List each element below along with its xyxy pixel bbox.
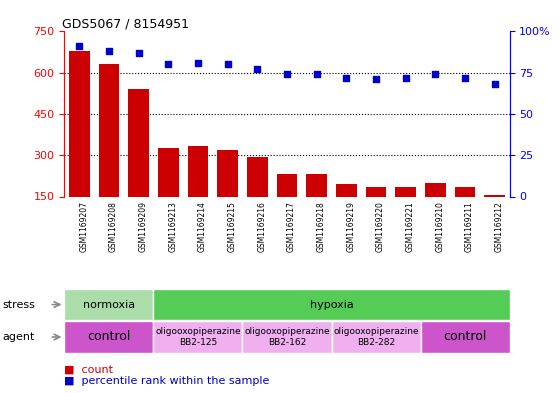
Point — [312, 71, 321, 77]
Bar — [64, 321, 153, 353]
Bar — [242, 321, 332, 353]
Text: GSM1169219: GSM1169219 — [346, 201, 356, 252]
Text: GSM1169210: GSM1169210 — [436, 201, 445, 252]
Text: ■  percentile rank within the sample: ■ percentile rank within the sample — [64, 376, 270, 386]
Bar — [395, 187, 416, 238]
Text: GSM1169213: GSM1169213 — [169, 201, 178, 252]
Text: GSM1169207: GSM1169207 — [80, 201, 88, 252]
Text: stress: stress — [3, 299, 36, 310]
Point — [253, 66, 262, 73]
Text: control: control — [87, 331, 130, 343]
Bar — [217, 150, 238, 238]
Point — [194, 60, 203, 66]
Point — [491, 81, 500, 87]
Point — [401, 75, 410, 81]
Point — [75, 43, 84, 50]
Text: control: control — [444, 331, 487, 343]
Bar — [153, 321, 242, 353]
Text: GSM1169212: GSM1169212 — [495, 201, 504, 252]
Point — [342, 75, 351, 81]
Point — [105, 48, 114, 54]
Text: GSM1169208: GSM1169208 — [109, 201, 118, 252]
Point — [282, 71, 291, 77]
Point — [164, 61, 173, 68]
Bar — [484, 195, 505, 238]
Text: agent: agent — [3, 332, 35, 342]
Bar — [128, 89, 149, 238]
Bar — [366, 187, 386, 238]
Bar — [158, 148, 179, 238]
Bar — [425, 183, 446, 238]
Text: GSM1169209: GSM1169209 — [139, 201, 148, 252]
Text: oligooxopiperazine
BB2-125: oligooxopiperazine BB2-125 — [155, 327, 241, 347]
Text: oligooxopiperazine
BB2-162: oligooxopiperazine BB2-162 — [244, 327, 330, 347]
Point — [460, 75, 469, 81]
Text: hypoxia: hypoxia — [310, 299, 353, 310]
Bar — [421, 321, 510, 353]
Point — [372, 76, 381, 83]
Bar — [247, 156, 268, 238]
Bar — [99, 64, 119, 238]
Bar — [69, 51, 90, 238]
Bar — [455, 187, 475, 238]
Text: GSM1169221: GSM1169221 — [405, 201, 415, 252]
Bar — [153, 289, 510, 320]
Bar — [277, 174, 297, 238]
Bar — [64, 289, 153, 320]
Bar — [336, 184, 357, 238]
Text: ■  count: ■ count — [64, 364, 113, 375]
Text: GSM1169218: GSM1169218 — [317, 201, 326, 252]
Bar — [332, 321, 421, 353]
Bar — [306, 174, 327, 238]
Point — [431, 71, 440, 77]
Text: GDS5067 / 8154951: GDS5067 / 8154951 — [62, 17, 189, 30]
Point — [134, 50, 143, 56]
Text: GSM1169211: GSM1169211 — [465, 201, 474, 252]
Text: normoxia: normoxia — [83, 299, 135, 310]
Text: GSM1169216: GSM1169216 — [258, 201, 267, 252]
Text: oligooxopiperazine
BB2-282: oligooxopiperazine BB2-282 — [333, 327, 419, 347]
Text: GSM1169215: GSM1169215 — [227, 201, 237, 252]
Text: GSM1169214: GSM1169214 — [198, 201, 207, 252]
Text: GSM1169220: GSM1169220 — [376, 201, 385, 252]
Point — [223, 61, 232, 68]
Text: GSM1169217: GSM1169217 — [287, 201, 296, 252]
Bar — [188, 145, 208, 238]
